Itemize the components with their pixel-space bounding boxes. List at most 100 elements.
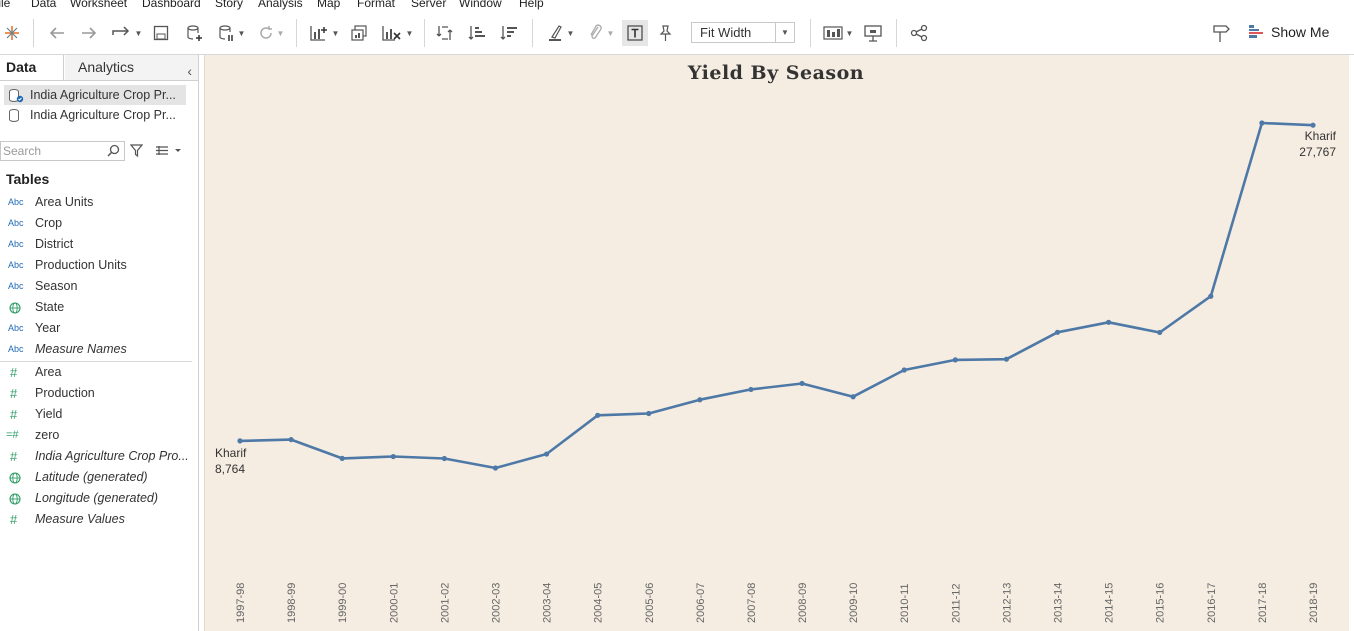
data-point[interactable] [646,410,652,417]
field-item[interactable]: # India Agriculture Crop Pro... [0,446,192,467]
field-item[interactable]: State [0,297,192,318]
tooltip-signpost-icon[interactable] [1210,20,1232,46]
highlight-icon[interactable]: ▼ [544,20,578,46]
replay-animation-icon[interactable]: ▼ [108,20,144,46]
field-item[interactable]: =# zero [0,425,192,446]
menu-item-map[interactable]: Map [317,0,341,10]
filter-icon[interactable] [129,144,144,162]
data-point[interactable] [850,394,856,400]
data-point[interactable] [901,367,907,373]
data-point[interactable] [697,397,703,403]
field-item[interactable]: # Area [0,362,192,383]
field-item[interactable]: Latitude (generated) [0,467,192,488]
x-tick-label: 2011-12 [950,583,962,623]
data-point[interactable] [1106,319,1112,325]
sort-ascending-icon[interactable] [466,20,488,46]
datasource-item[interactable]: India Agriculture Crop Pr... [4,105,186,125]
swap-rows-columns-icon[interactable] [434,20,456,46]
fit-dropdown[interactable]: Fit Width ▼ [691,22,795,43]
show-me-button[interactable]: Show Me [1249,24,1329,40]
share-icon[interactable] [908,20,930,46]
group-members-icon[interactable]: ▼ [584,20,618,46]
field-item[interactable]: Abc Season [0,276,192,297]
field-item[interactable]: Abc Production Units [0,255,192,276]
field-item[interactable]: Abc District [0,234,192,255]
collapse-pane-icon[interactable]: ‹ [187,63,192,79]
presentation-mode-icon[interactable] [862,20,884,46]
data-point[interactable] [441,455,447,462]
field-item[interactable]: Abc Crop [0,213,192,234]
sort-descending-icon[interactable] [498,20,520,46]
field-item[interactable]: # Yield [0,404,192,425]
line-chart[interactable]: 1997-98 1998-99 1999-00 2000-01 2001-02 2002-… [199,55,1354,631]
data-point[interactable] [1003,356,1010,362]
pin-axes-icon[interactable] [654,20,676,46]
undo-icon[interactable] [46,20,68,46]
duplicate-sheet-icon[interactable] [348,20,370,46]
data-point[interactable] [748,386,754,393]
field-item[interactable]: # Measure Values [0,509,192,530]
field-item[interactable]: Longitude (generated) [0,488,192,509]
field-item[interactable]: Abc Area Units [0,192,192,213]
data-point[interactable] [390,453,396,460]
tab-analytics-label: Analytics [78,59,135,75]
new-data-source-icon[interactable] [182,20,206,46]
series-line-kharif[interactable] [239,121,1314,470]
field-item[interactable]: Abc Measure Names [0,339,192,360]
data-point[interactable] [1157,329,1163,336]
show-hide-cards-icon[interactable]: ▼ [820,20,856,46]
menu-item-analysis[interactable]: Analysis [258,0,303,10]
show-mark-labels-icon[interactable] [622,20,648,46]
tab-data[interactable]: Data [0,55,64,80]
data-point[interactable] [1208,293,1214,299]
x-tick-label: 1998-99 [286,583,298,623]
search-box[interactable] [0,141,125,161]
data-point[interactable] [543,451,550,457]
menu-item-file[interactable]: File [0,0,11,10]
menu-item-server[interactable]: Server [411,0,447,10]
menu-item-help[interactable]: Help [519,0,544,10]
menu-item-dashboard[interactable]: Dashboard [142,0,201,10]
tableau-logo-icon[interactable] [2,20,22,46]
menu-item-window[interactable]: Window [459,0,502,10]
x-tick-label: 2001-02 [439,583,451,623]
refresh-icon[interactable]: ▼ [254,20,288,46]
data-point[interactable] [339,455,345,461]
save-icon[interactable] [150,20,172,46]
new-worksheet-icon[interactable]: ▼ [306,20,342,46]
data-point[interactable] [595,412,601,418]
data-point[interactable] [1259,120,1265,126]
field-item[interactable]: # Production [0,383,192,404]
search-icon[interactable] [107,144,120,162]
view-options-icon[interactable] [155,144,181,162]
data-point[interactable] [1054,329,1061,335]
field-name: Season [35,279,78,293]
field-name: Measure Values [35,512,125,526]
string-type-icon: Abc [8,323,24,333]
x-tick-label: 2000-01 [388,583,400,623]
redo-icon[interactable] [78,20,100,46]
data-point[interactable] [1310,122,1316,128]
data-pane: Data Analytics ‹ India Agriculture Crop … [0,55,199,631]
menu-item-story[interactable]: Story [215,0,244,10]
datasource-item[interactable]: India Agriculture Crop Pr... [4,85,186,105]
menu-item-format[interactable]: Format [357,0,396,10]
search-input[interactable] [3,143,103,159]
chevron-down-icon[interactable]: ▼ [775,23,794,42]
data-point[interactable] [237,438,243,444]
field-item[interactable]: Abc Year [0,318,192,339]
x-tick-label: 2006-07 [695,583,707,623]
data-point[interactable] [799,380,805,387]
clear-sheet-icon[interactable]: ▼ [378,20,416,46]
tab-analytics[interactable]: Analytics ‹ [65,55,198,80]
menu-item-worksheet[interactable]: Worksheet [70,0,128,10]
datasource-name: India Agriculture Crop Pr... [30,88,176,102]
pause-updates-icon[interactable]: ▼ [214,20,248,46]
data-point[interactable] [288,436,294,443]
menu-item-data[interactable]: Data [31,0,57,10]
data-point[interactable] [492,465,499,471]
chart-title[interactable]: Yield By Season [687,62,865,84]
data-point[interactable] [952,357,958,363]
dimension-measure-divider [0,361,192,362]
show-me-label: Show Me [1271,24,1330,40]
